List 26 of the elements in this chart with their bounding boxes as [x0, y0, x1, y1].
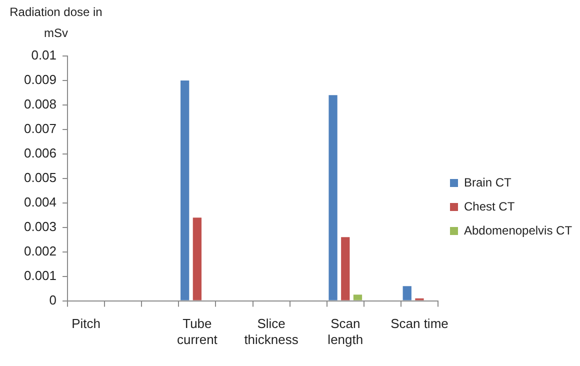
y-tick-label: 0.003 — [24, 218, 57, 234]
bar — [180, 80, 190, 300]
bar — [353, 294, 362, 300]
y-tick-label: 0.004 — [24, 194, 57, 210]
y-tick-label: 0.008 — [24, 96, 57, 112]
x-tick-label: Tube current — [176, 316, 218, 347]
y-tick-label: 0.005 — [24, 170, 57, 185]
x-tick-label: Scan time — [390, 316, 448, 332]
x-tick-label: Scan length — [328, 316, 364, 347]
bar — [341, 237, 350, 300]
y-tick-label: 0.001 — [24, 268, 57, 283]
y-tick-label: 0 — [49, 292, 57, 308]
legend-label: Abdomenopelvis CT — [464, 223, 573, 238]
x-tick-label: Pitch — [72, 316, 101, 332]
bar — [328, 95, 338, 300]
y-tick-label: 0.002 — [24, 243, 57, 258]
y-tick-label: 0.009 — [24, 72, 57, 88]
y-axis-title: Radiation dose in mSv — [8, 4, 104, 42]
y-tick-label: 0.006 — [24, 146, 57, 160]
legend-label: Brain CT — [464, 175, 512, 190]
x-tick-label: Slice thickness — [244, 316, 299, 347]
bar — [192, 218, 202, 300]
y-tick-label: 0.007 — [24, 121, 57, 136]
bar — [402, 286, 412, 300]
y-tick-label: 0.01 — [31, 48, 57, 63]
legend-label: Chest CT — [464, 199, 516, 214]
